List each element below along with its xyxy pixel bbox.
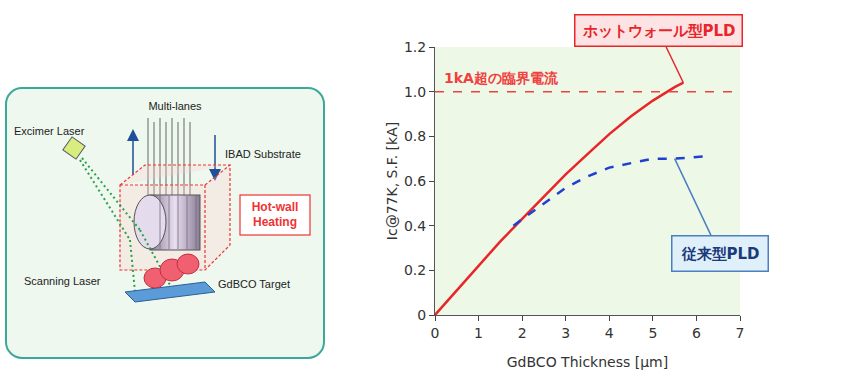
svg-text:GdBCO Target: GdBCO Target <box>218 278 290 290</box>
svg-text:Heating: Heating <box>253 215 297 229</box>
svg-text:0: 0 <box>417 307 426 323</box>
svg-text:ホットウォール型PLD: ホットウォール型PLD <box>582 22 736 40</box>
svg-text:7: 7 <box>736 325 745 341</box>
svg-text:Excimer Laser: Excimer Laser <box>14 125 85 137</box>
svg-text:IBAD Substrate: IBAD Substrate <box>225 148 301 160</box>
svg-text:Scanning Laser: Scanning Laser <box>24 275 101 287</box>
svg-text:0.6: 0.6 <box>404 173 426 189</box>
svg-text:4: 4 <box>605 325 614 341</box>
svg-text:1: 1 <box>474 325 483 341</box>
svg-text:Multi-lanes: Multi-lanes <box>148 100 202 112</box>
svg-text:0.4: 0.4 <box>404 218 426 234</box>
svg-text:2: 2 <box>518 325 527 341</box>
svg-text:Ic@77K, S.F. [kA]: Ic@77K, S.F. [kA] <box>384 122 400 240</box>
svg-text:0.2: 0.2 <box>404 262 426 278</box>
svg-text:5: 5 <box>648 325 657 341</box>
svg-text:1kA超の臨界電流: 1kA超の臨界電流 <box>444 70 559 86</box>
svg-text:3: 3 <box>561 325 570 341</box>
svg-text:1.0: 1.0 <box>404 84 426 100</box>
svg-text:GdBCO Thickness [μm]: GdBCO Thickness [μm] <box>507 354 668 370</box>
svg-text:0: 0 <box>431 325 440 341</box>
svg-text:6: 6 <box>692 325 701 341</box>
svg-text:1.2: 1.2 <box>404 39 426 55</box>
svg-text:従来型PLD: 従来型PLD <box>681 245 760 263</box>
svg-text:0.8: 0.8 <box>404 128 426 144</box>
svg-text:Hot-wall: Hot-wall <box>252 200 299 214</box>
